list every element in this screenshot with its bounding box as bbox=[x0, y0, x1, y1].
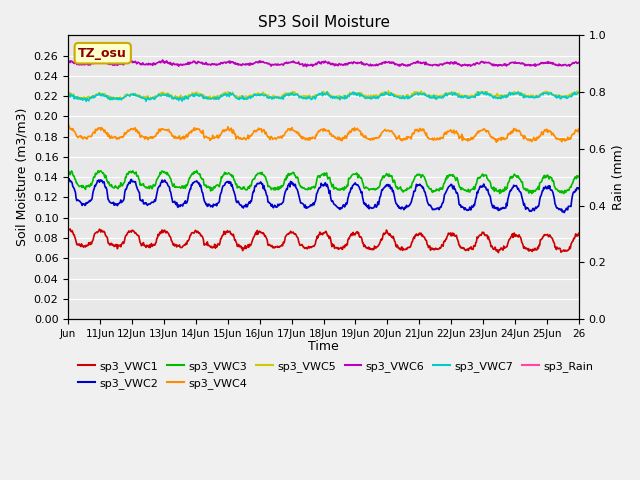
sp3_Rain bbox=[404, 316, 412, 322]
sp3_VWC6 bbox=[575, 60, 583, 65]
Text: TZ_osu: TZ_osu bbox=[78, 47, 127, 60]
sp3_VWC4 bbox=[575, 126, 583, 132]
sp3_VWC1 bbox=[244, 242, 252, 248]
Y-axis label: Soil Moisture (m3/m3): Soil Moisture (m3/m3) bbox=[15, 108, 28, 246]
sp3_VWC3 bbox=[376, 183, 383, 189]
sp3_VWC4 bbox=[244, 132, 252, 138]
sp3_VWC2 bbox=[219, 184, 227, 190]
sp3_VWC1 bbox=[125, 228, 132, 234]
sp3_VWC5 bbox=[377, 91, 385, 96]
sp3_VWC5 bbox=[125, 92, 132, 98]
sp3_VWC4 bbox=[493, 139, 500, 145]
sp3_VWC4 bbox=[125, 128, 132, 134]
sp3_VWC2 bbox=[575, 186, 583, 192]
sp3_VWC5 bbox=[264, 94, 271, 99]
Legend: sp3_VWC1, sp3_VWC2, sp3_VWC3, sp3_VWC4, sp3_VWC5, sp3_VWC6, sp3_VWC7, sp3_Rain: sp3_VWC1, sp3_VWC2, sp3_VWC3, sp3_VWC4, … bbox=[74, 357, 598, 393]
sp3_VWC1 bbox=[64, 227, 72, 232]
Line: sp3_VWC3: sp3_VWC3 bbox=[68, 170, 579, 193]
sp3_VWC5 bbox=[244, 95, 252, 101]
sp3_VWC1 bbox=[495, 250, 502, 255]
sp3_VWC6 bbox=[159, 57, 166, 63]
sp3_VWC3 bbox=[218, 175, 226, 180]
sp3_VWC7 bbox=[219, 93, 227, 99]
sp3_VWC3 bbox=[575, 173, 583, 179]
sp3_VWC6 bbox=[219, 60, 227, 66]
sp3_VWC7 bbox=[264, 95, 271, 100]
sp3_VWC7 bbox=[83, 98, 90, 104]
sp3_VWC1 bbox=[405, 244, 413, 250]
Line: sp3_VWC7: sp3_VWC7 bbox=[68, 92, 579, 101]
sp3_VWC6 bbox=[64, 59, 72, 65]
sp3_Rain bbox=[263, 316, 271, 322]
sp3_VWC6 bbox=[264, 61, 271, 67]
sp3_VWC7 bbox=[64, 92, 72, 97]
sp3_VWC2 bbox=[264, 193, 271, 199]
sp3_VWC6 bbox=[378, 60, 385, 66]
sp3_VWC4 bbox=[64, 124, 72, 130]
sp3_Rain bbox=[376, 316, 383, 322]
sp3_VWC1 bbox=[377, 238, 385, 244]
sp3_VWC5 bbox=[64, 91, 72, 97]
Line: sp3_VWC2: sp3_VWC2 bbox=[68, 179, 579, 213]
sp3_Rain bbox=[243, 316, 251, 322]
sp3_VWC2 bbox=[65, 176, 73, 181]
sp3_VWC5 bbox=[219, 91, 227, 96]
sp3_Rain bbox=[64, 316, 72, 322]
sp3_VWC1 bbox=[264, 238, 271, 244]
sp3_VWC5 bbox=[575, 89, 583, 95]
sp3_VWC4 bbox=[65, 122, 73, 128]
sp3_VWC4 bbox=[264, 133, 271, 139]
sp3_VWC1 bbox=[575, 230, 583, 236]
sp3_VWC7 bbox=[475, 89, 483, 95]
Title: SP3 Soil Moisture: SP3 Soil Moisture bbox=[257, 15, 390, 30]
sp3_VWC2 bbox=[244, 202, 252, 207]
sp3_VWC5 bbox=[385, 88, 392, 94]
sp3_VWC6 bbox=[303, 64, 310, 70]
sp3_VWC6 bbox=[406, 63, 413, 69]
sp3_Rain bbox=[124, 316, 132, 322]
sp3_VWC4 bbox=[377, 133, 385, 139]
sp3_VWC4 bbox=[405, 134, 413, 140]
sp3_VWC7 bbox=[575, 90, 583, 96]
sp3_VWC7 bbox=[377, 92, 385, 98]
sp3_VWC3 bbox=[560, 191, 568, 196]
sp3_VWC3 bbox=[243, 187, 251, 192]
sp3_VWC3 bbox=[263, 178, 271, 184]
sp3_VWC7 bbox=[405, 96, 413, 101]
sp3_Rain bbox=[575, 316, 583, 322]
Line: sp3_VWC6: sp3_VWC6 bbox=[68, 60, 579, 67]
sp3_VWC4 bbox=[219, 128, 227, 133]
Y-axis label: Rain (mm): Rain (mm) bbox=[612, 144, 625, 210]
sp3_VWC1 bbox=[67, 226, 74, 232]
Line: sp3_VWC4: sp3_VWC4 bbox=[68, 125, 579, 142]
sp3_VWC1 bbox=[219, 232, 227, 238]
sp3_VWC2 bbox=[377, 193, 385, 199]
sp3_VWC7 bbox=[244, 96, 252, 101]
sp3_Rain bbox=[218, 316, 226, 322]
sp3_VWC2 bbox=[64, 178, 72, 184]
sp3_VWC5 bbox=[118, 97, 125, 103]
sp3_VWC2 bbox=[125, 180, 132, 186]
sp3_VWC5 bbox=[406, 94, 413, 100]
sp3_VWC7 bbox=[125, 93, 132, 98]
sp3_VWC6 bbox=[124, 59, 132, 65]
X-axis label: Time: Time bbox=[308, 340, 339, 353]
sp3_VWC3 bbox=[124, 171, 132, 177]
sp3_VWC3 bbox=[404, 186, 412, 192]
Line: sp3_VWC5: sp3_VWC5 bbox=[68, 91, 579, 100]
sp3_VWC2 bbox=[561, 210, 568, 216]
sp3_VWC6 bbox=[244, 61, 252, 67]
Line: sp3_VWC1: sp3_VWC1 bbox=[68, 229, 579, 252]
sp3_VWC2 bbox=[405, 203, 413, 208]
sp3_VWC3 bbox=[64, 168, 72, 173]
